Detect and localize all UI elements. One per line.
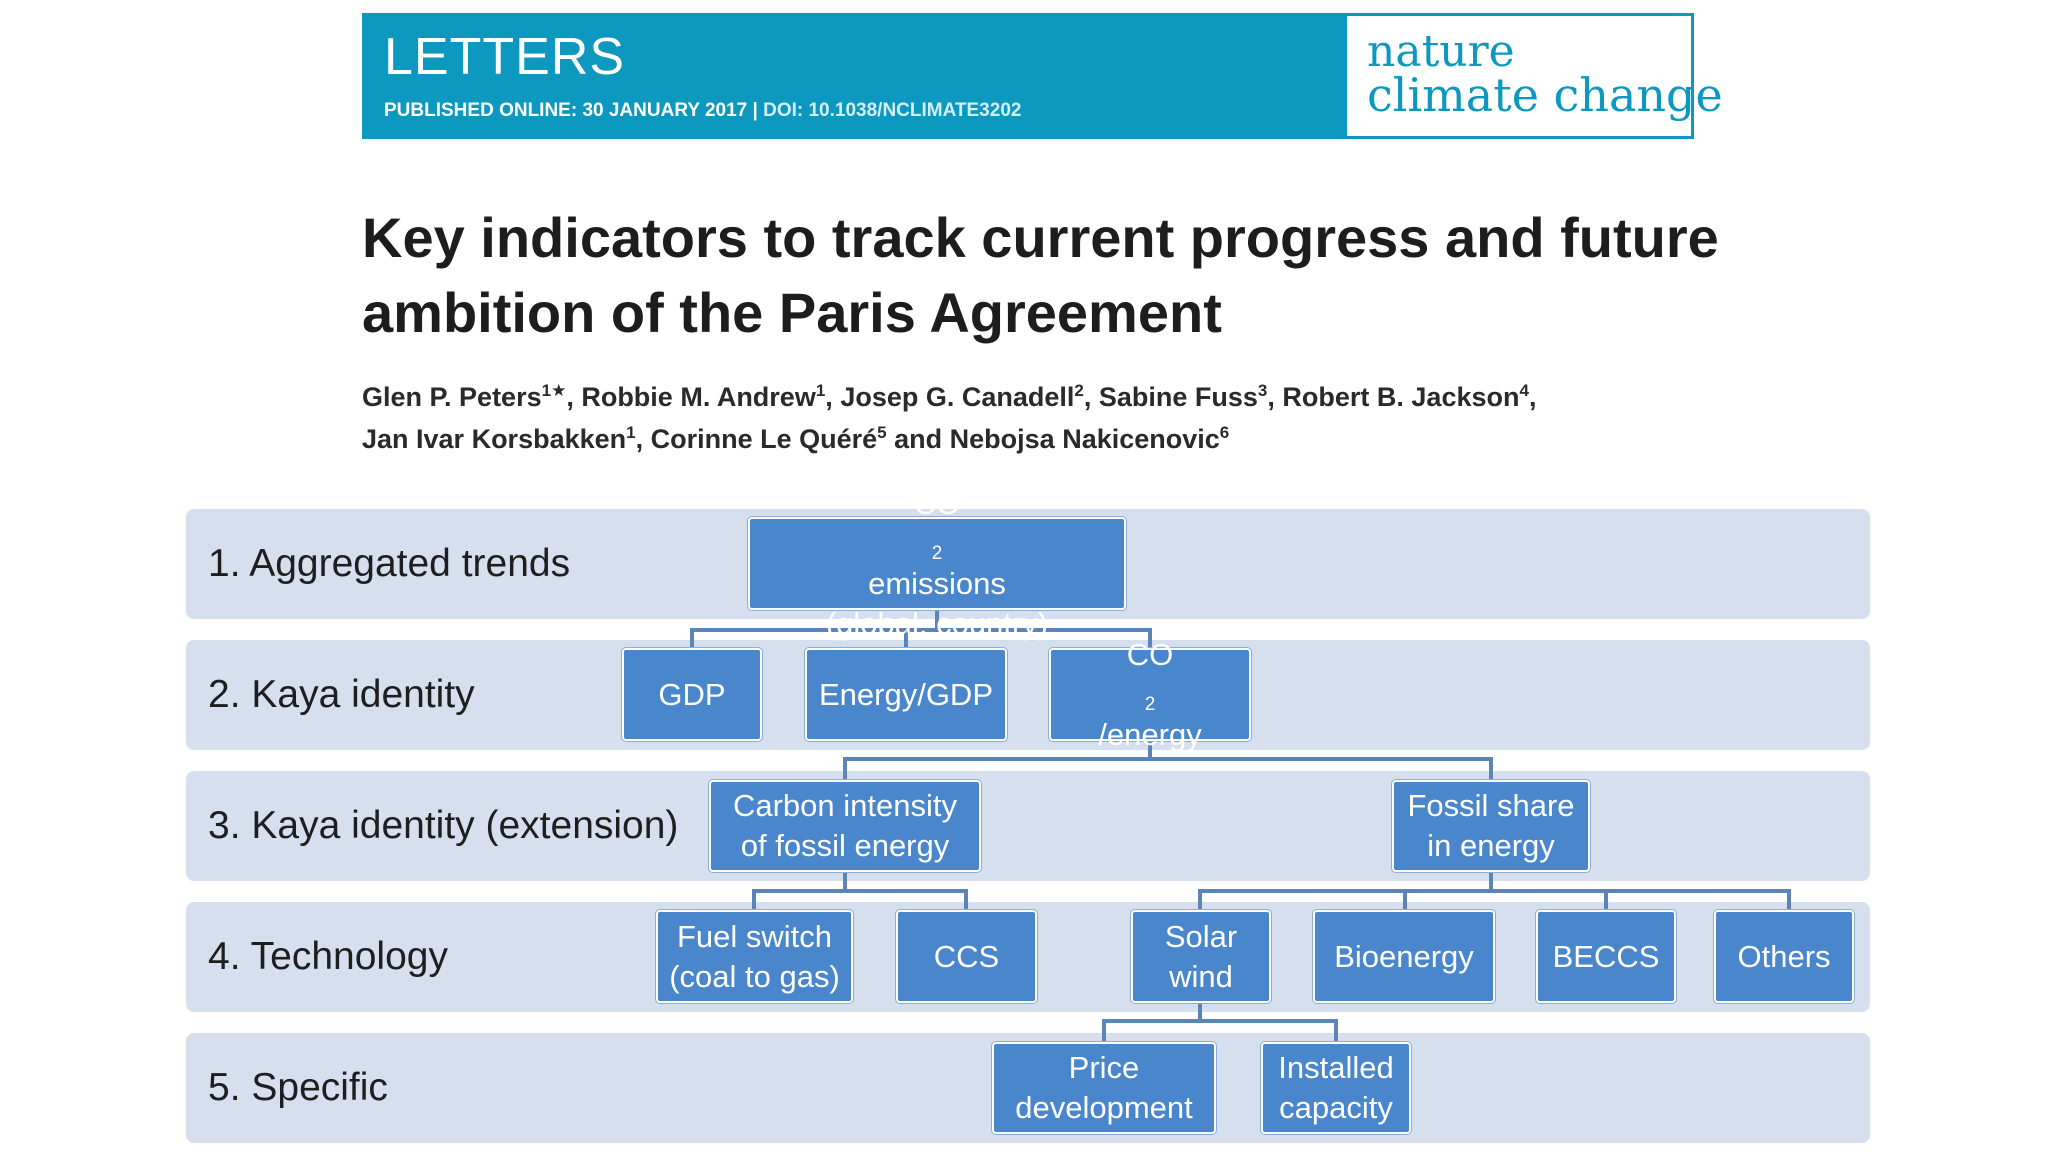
level-label-5: 5. Specific xyxy=(208,1066,388,1109)
node-carbon-intensity-line1: Carbon intensity xyxy=(732,788,957,823)
node-capacity-line2: capacity xyxy=(1279,1090,1393,1125)
author-affiliation: 4 xyxy=(1519,381,1529,400)
node-fuel-switch[interactable]: Fuel switch (coal to gas) xyxy=(656,910,853,1003)
author-list: Glen P. Peters1★, Robbie M. Andrew1, Jos… xyxy=(362,376,1536,460)
node-capacity-line1: Installed xyxy=(1278,1050,1394,1085)
journal-logo[interactable]: nature climate change xyxy=(1347,16,1723,136)
node-ccs-label: CCS xyxy=(933,938,1000,974)
node-bioenergy[interactable]: Bioenergy xyxy=(1313,910,1495,1003)
node-co2-energy-label: CO 2/energy xyxy=(1098,635,1201,755)
connector-fossil-to-tech xyxy=(1198,870,1791,910)
node-co2-line2: (global, country) xyxy=(825,605,1049,641)
author-affiliation: 1★ xyxy=(541,381,567,400)
node-ccs[interactable]: CCS xyxy=(896,910,1037,1003)
node-solar-wind[interactable]: Solar wind xyxy=(1131,910,1271,1003)
node-carbon-intensity[interactable]: Carbon intensity of fossil energy xyxy=(709,780,981,872)
node-co2-line1: CO 2 emissions xyxy=(868,484,1006,604)
node-solar-wind-line2: wind xyxy=(1169,958,1233,994)
paper-title-line1: Key indicators to track current progress… xyxy=(362,206,1719,269)
author-separator: , xyxy=(1267,382,1283,412)
node-gdp[interactable]: GDP xyxy=(622,648,762,741)
node-solar-wind-line1: Solar xyxy=(1164,918,1238,954)
author-separator: , xyxy=(1528,382,1537,412)
connector-co2energy-to-extension xyxy=(843,740,1493,780)
author-separator: , xyxy=(1083,382,1099,412)
co2-subscript: 2 xyxy=(931,542,943,564)
node-beccs-label: BECCS xyxy=(1552,938,1660,974)
author-separator: and xyxy=(886,424,950,454)
author-affiliation: 1 xyxy=(626,423,636,442)
author-affiliation: 6 xyxy=(1219,423,1230,442)
level-band-2: 2. Kaya identity xyxy=(186,640,1870,750)
node-fossil-share-line1: Fossil share xyxy=(1407,788,1575,823)
co2-energy-prefix: CO xyxy=(1126,636,1174,672)
connector-solar-to-specific xyxy=(1102,1002,1338,1042)
node-beccs[interactable]: BECCS xyxy=(1536,910,1676,1003)
connector-co2-to-kaya xyxy=(690,608,1152,648)
connector-carbon-to-tech xyxy=(752,870,968,910)
level-label-2: 2. Kaya identity xyxy=(208,673,475,716)
paper-title: Key indicators to track current progress… xyxy=(362,200,1762,350)
author-name[interactable]: Sabine Fuss xyxy=(1098,382,1258,412)
author-affiliation: 2 xyxy=(1074,381,1084,400)
journal-logo-line1: nature xyxy=(1367,26,1515,77)
level-label-1: 1. Aggregated trends xyxy=(208,542,571,585)
author-name[interactable]: Josep G. Canadell xyxy=(840,382,1075,412)
author-line: Glen P. Peters1★, Robbie M. Andrew1, Jos… xyxy=(362,376,1536,418)
node-others[interactable]: Others xyxy=(1714,910,1854,1003)
co2-suffix: emissions xyxy=(868,565,1006,601)
author-separator: , xyxy=(566,382,582,412)
journal-banner: LETTERS PUBLISHED ONLINE: 30 JANUARY 201… xyxy=(362,13,1723,139)
co2-energy-subscript: 2 xyxy=(1144,693,1156,715)
node-fuel-switch-line2: (coal to gas) xyxy=(669,958,840,994)
doi-link[interactable]: DOI: 10.1038/NCLIMATE3202 xyxy=(763,100,1022,121)
author-name[interactable]: Jan Ivar Korsbakken xyxy=(362,424,627,454)
node-fossil-share[interactable]: Fossil share in energy xyxy=(1392,780,1590,872)
node-co2-emissions[interactable]: CO 2 emissions (global, country) xyxy=(748,486,1126,641)
publication-line: PUBLISHED ONLINE: 30 JANUARY 2017 | DOI:… xyxy=(384,100,1021,122)
node-energy-gdp[interactable]: Energy/GDP xyxy=(805,648,1007,741)
paper-title-line2: ambition of the Paris Agreement xyxy=(362,281,1222,344)
node-fossil-share-line2: in energy xyxy=(1427,828,1555,863)
author-separator: , xyxy=(635,424,651,454)
level-label-4: 4. Technology xyxy=(208,935,448,978)
author-affiliation: 1 xyxy=(815,381,826,400)
author-affiliation: 3 xyxy=(1257,381,1268,400)
node-installed-capacity[interactable]: Installed capacity xyxy=(1261,1042,1411,1134)
node-co2-energy[interactable]: CO 2/energy xyxy=(1049,637,1251,752)
author-affiliation: 5 xyxy=(877,423,887,442)
journal-logo-line2: climate change xyxy=(1367,68,1723,122)
published-date: PUBLISHED ONLINE: 30 JANUARY 2017 | xyxy=(384,100,764,121)
co2-prefix: CO xyxy=(913,485,961,521)
author-name[interactable]: Corinne Le Quéré xyxy=(650,424,878,454)
node-energy-gdp-label: Energy/GDP xyxy=(818,676,993,712)
author-line: Jan Ivar Korsbakken1, Corinne Le Quéré5 … xyxy=(362,418,1536,460)
author-separator: , xyxy=(825,382,841,412)
node-bioenergy-label: Bioenergy xyxy=(1334,938,1474,974)
author-name[interactable]: Glen P. Peters xyxy=(362,382,542,412)
node-carbon-intensity-line2: of fossil energy xyxy=(740,828,950,863)
node-gdp-label: GDP xyxy=(658,676,726,712)
node-price-development[interactable]: Price development xyxy=(992,1042,1216,1134)
node-others-label: Others xyxy=(1737,938,1831,974)
author-name[interactable]: Robbie M. Andrew xyxy=(581,382,816,412)
level-label-3: 3. Kaya identity (extension) xyxy=(208,804,679,847)
co2-energy-suffix: /energy xyxy=(1098,716,1202,752)
author-name[interactable]: Nebojsa Nakicenovic xyxy=(949,424,1220,454)
node-price-line2: development xyxy=(1015,1090,1193,1125)
author-name[interactable]: Robert B. Jackson xyxy=(1282,382,1520,412)
section-label: LETTERS xyxy=(384,28,626,86)
node-price-line1: Price xyxy=(1068,1050,1140,1085)
node-fuel-switch-line1: Fuel switch xyxy=(676,918,833,954)
